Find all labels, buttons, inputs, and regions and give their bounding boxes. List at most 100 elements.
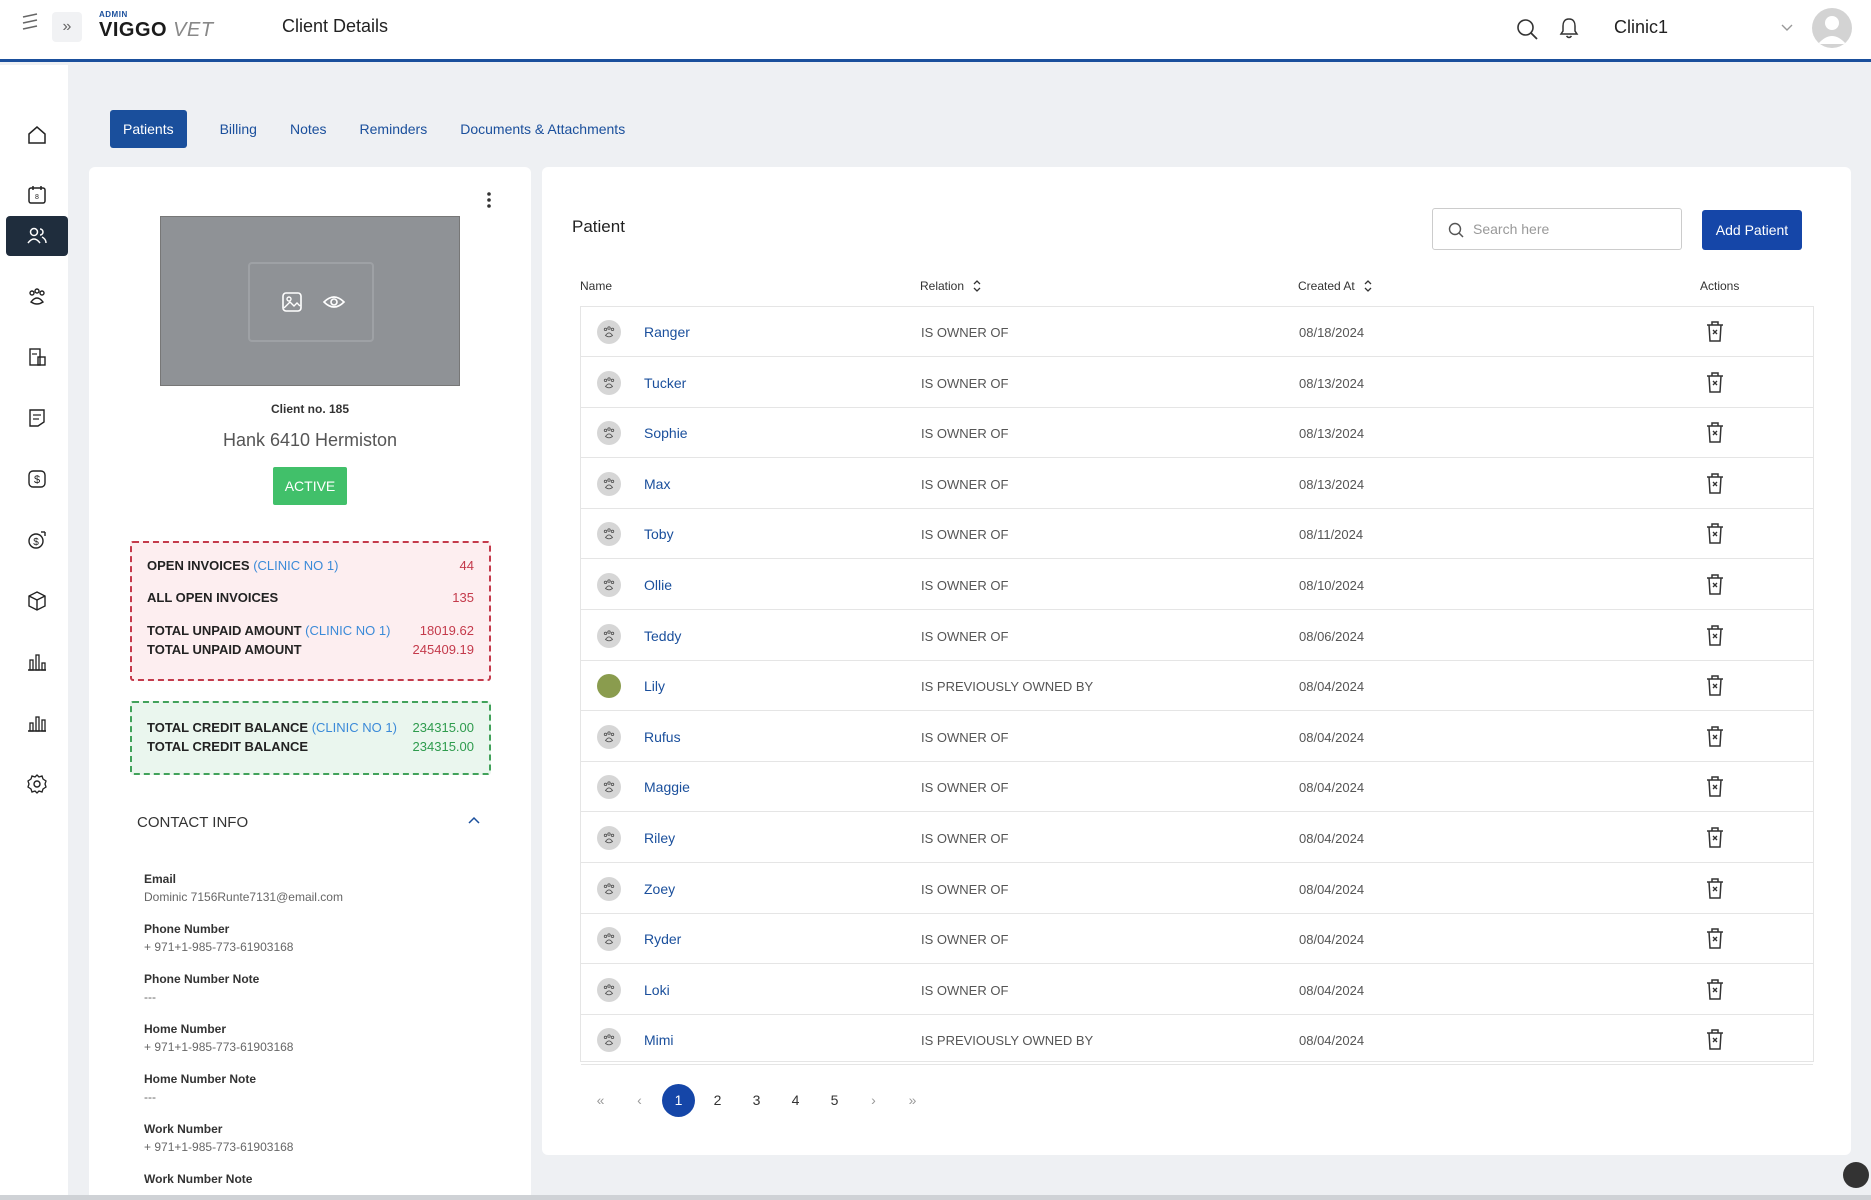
sidebar-item-payments[interactable]: $ [6, 520, 68, 560]
sidebar-item-products[interactable] [6, 581, 68, 621]
chevron-down-icon[interactable] [1780, 20, 1794, 34]
trash-icon[interactable] [1704, 371, 1726, 395]
next-page-button[interactable]: › [871, 1092, 876, 1108]
column-header-relation[interactable]: Relation [920, 279, 982, 293]
trash-icon[interactable] [1704, 472, 1726, 496]
tab-notes[interactable]: Notes [289, 121, 327, 137]
page-button-3[interactable]: 3 [752, 1092, 761, 1108]
tab-patients[interactable]: Patients [110, 110, 187, 148]
table-row: Loki IS OWNER OF 08/04/2024 [581, 965, 1813, 1015]
eye-icon[interactable] [322, 292, 346, 312]
table-row: Sophie IS OWNER OF 08/13/2024 [581, 408, 1813, 459]
patient-name-link[interactable]: Zoey [644, 880, 676, 897]
patient-relation: IS OWNER OF [921, 527, 1009, 543]
column-header-created[interactable]: Created At [1298, 279, 1373, 293]
chat-icon[interactable] [1843, 1162, 1869, 1188]
table-row: Max IS OWNER OF 08/13/2024 [581, 459, 1813, 509]
avatar[interactable] [1812, 8, 1852, 48]
patient-relation: IS OWNER OF [921, 780, 1009, 796]
horizontal-scrollbar[interactable] [0, 1195, 1871, 1200]
search-icon[interactable] [1515, 17, 1539, 41]
logo-brand-name: VIGGO [99, 19, 168, 41]
logo: ADMIN VIGGO VET [99, 10, 214, 41]
menu-icon[interactable] [20, 12, 42, 34]
sidebar-item-billing[interactable]: $ [6, 459, 68, 499]
bell-icon[interactable] [1558, 16, 1580, 40]
search-input[interactable] [1473, 217, 1673, 241]
sidebar-item-analytics[interactable] [6, 703, 68, 743]
patient-search[interactable] [1432, 208, 1682, 250]
trash-icon[interactable] [1704, 978, 1726, 1002]
patient-name-link[interactable]: Teddy [644, 627, 682, 644]
image-icon[interactable] [280, 290, 304, 314]
patient-created-at: 08/04/2024 [1299, 1033, 1365, 1049]
patient-name-link[interactable]: Maggie [644, 779, 690, 796]
table-row: Ollie IS OWNER OF 08/10/2024 [581, 560, 1813, 610]
last-page-button[interactable]: » [908, 1092, 917, 1108]
trash-icon[interactable] [1704, 775, 1726, 799]
sidebar-item-reports[interactable] [6, 642, 68, 682]
home-number-note-value: --- [144, 1090, 156, 1104]
patient-name-link[interactable]: Loki [644, 981, 670, 998]
sidebar-item-clients[interactable] [6, 216, 68, 256]
page-button-2[interactable]: 2 [713, 1092, 722, 1108]
trash-icon[interactable] [1704, 826, 1726, 850]
patient-name-link[interactable]: Rufus [644, 728, 681, 745]
pet-avatar [597, 320, 621, 344]
clinic-selector[interactable]: Clinic1 [1614, 17, 1669, 37]
patient-relation: IS OWNER OF [921, 729, 1009, 745]
trash-icon[interactable] [1704, 624, 1726, 648]
home-icon [28, 126, 46, 144]
sidebar-item-home[interactable] [6, 115, 68, 155]
sidebar-item-settings[interactable] [6, 764, 68, 804]
patient-name-link[interactable]: Ryder [644, 931, 682, 948]
patient-name-link[interactable]: Mimi [644, 1032, 674, 1049]
patient-created-at: 08/18/2024 [1299, 325, 1365, 340]
more-options-icon[interactable] [484, 190, 494, 210]
trash-icon[interactable] [1704, 320, 1726, 344]
patient-name-link[interactable]: Max [644, 475, 671, 492]
sort-icon[interactable] [1363, 279, 1373, 293]
chevron-up-icon[interactable] [466, 812, 482, 828]
tab-documents[interactable]: Documents & Attachments [460, 121, 626, 137]
trash-icon[interactable] [1704, 522, 1726, 546]
credit-clinic-row: TOTAL CREDIT BALANCE (CLINIC NO 1) 23431… [147, 720, 474, 735]
calendar-icon: 8 [28, 186, 46, 204]
page-button-4[interactable]: 4 [791, 1092, 800, 1108]
sidebar-item-patients[interactable] [6, 277, 68, 317]
contact-info-header[interactable]: CONTACT INFO [137, 814, 249, 831]
column-header-created-label: Created At [1298, 279, 1355, 293]
column-header-name[interactable]: Name [580, 279, 612, 293]
trash-icon[interactable] [1704, 1028, 1726, 1052]
patient-name-link[interactable]: Ranger [644, 324, 690, 340]
unpaid-total-value: 245409.19 [412, 642, 474, 657]
sort-icon[interactable] [972, 279, 982, 293]
sidebar-item-notes[interactable] [6, 398, 68, 438]
table-row: Ranger IS OWNER OF 08/18/2024 [581, 307, 1813, 357]
patient-name-link[interactable]: Tucker [644, 374, 687, 391]
patient-name-link[interactable]: Toby [644, 526, 674, 543]
trash-icon[interactable] [1704, 725, 1726, 749]
patient-name-link[interactable]: Sophie [644, 425, 688, 442]
trash-icon[interactable] [1704, 421, 1726, 445]
patient-name-link[interactable]: Lily [644, 678, 666, 695]
first-page-button[interactable]: « [596, 1092, 605, 1108]
prev-page-button[interactable]: ‹ [637, 1092, 642, 1108]
pet-avatar [597, 471, 621, 496]
tab-billing[interactable]: Billing [219, 121, 257, 137]
page-button-1[interactable]: 1 [662, 1083, 695, 1117]
trash-icon[interactable] [1704, 927, 1726, 951]
pagination: « ‹ 1 2 3 4 5 › » [584, 1083, 935, 1117]
patient-name-link[interactable]: Ollie [644, 577, 673, 593]
trash-icon[interactable] [1704, 674, 1726, 698]
tab-reminders[interactable]: Reminders [359, 121, 428, 137]
sidebar-item-calendar[interactable]: 8 [6, 175, 68, 215]
add-patient-button[interactable]: Add Patient [1702, 210, 1802, 250]
trash-icon[interactable] [1704, 877, 1726, 901]
expand-sidebar-button[interactable]: » [52, 12, 82, 42]
trash-icon[interactable] [1704, 573, 1726, 597]
sidebar-item-inventory[interactable] [6, 337, 68, 377]
table-row: Lily IS PREVIOUSLY OWNED BY 08/04/2024 [581, 661, 1813, 712]
patient-name-link[interactable]: Riley [644, 830, 676, 846]
page-button-5[interactable]: 5 [830, 1092, 839, 1108]
